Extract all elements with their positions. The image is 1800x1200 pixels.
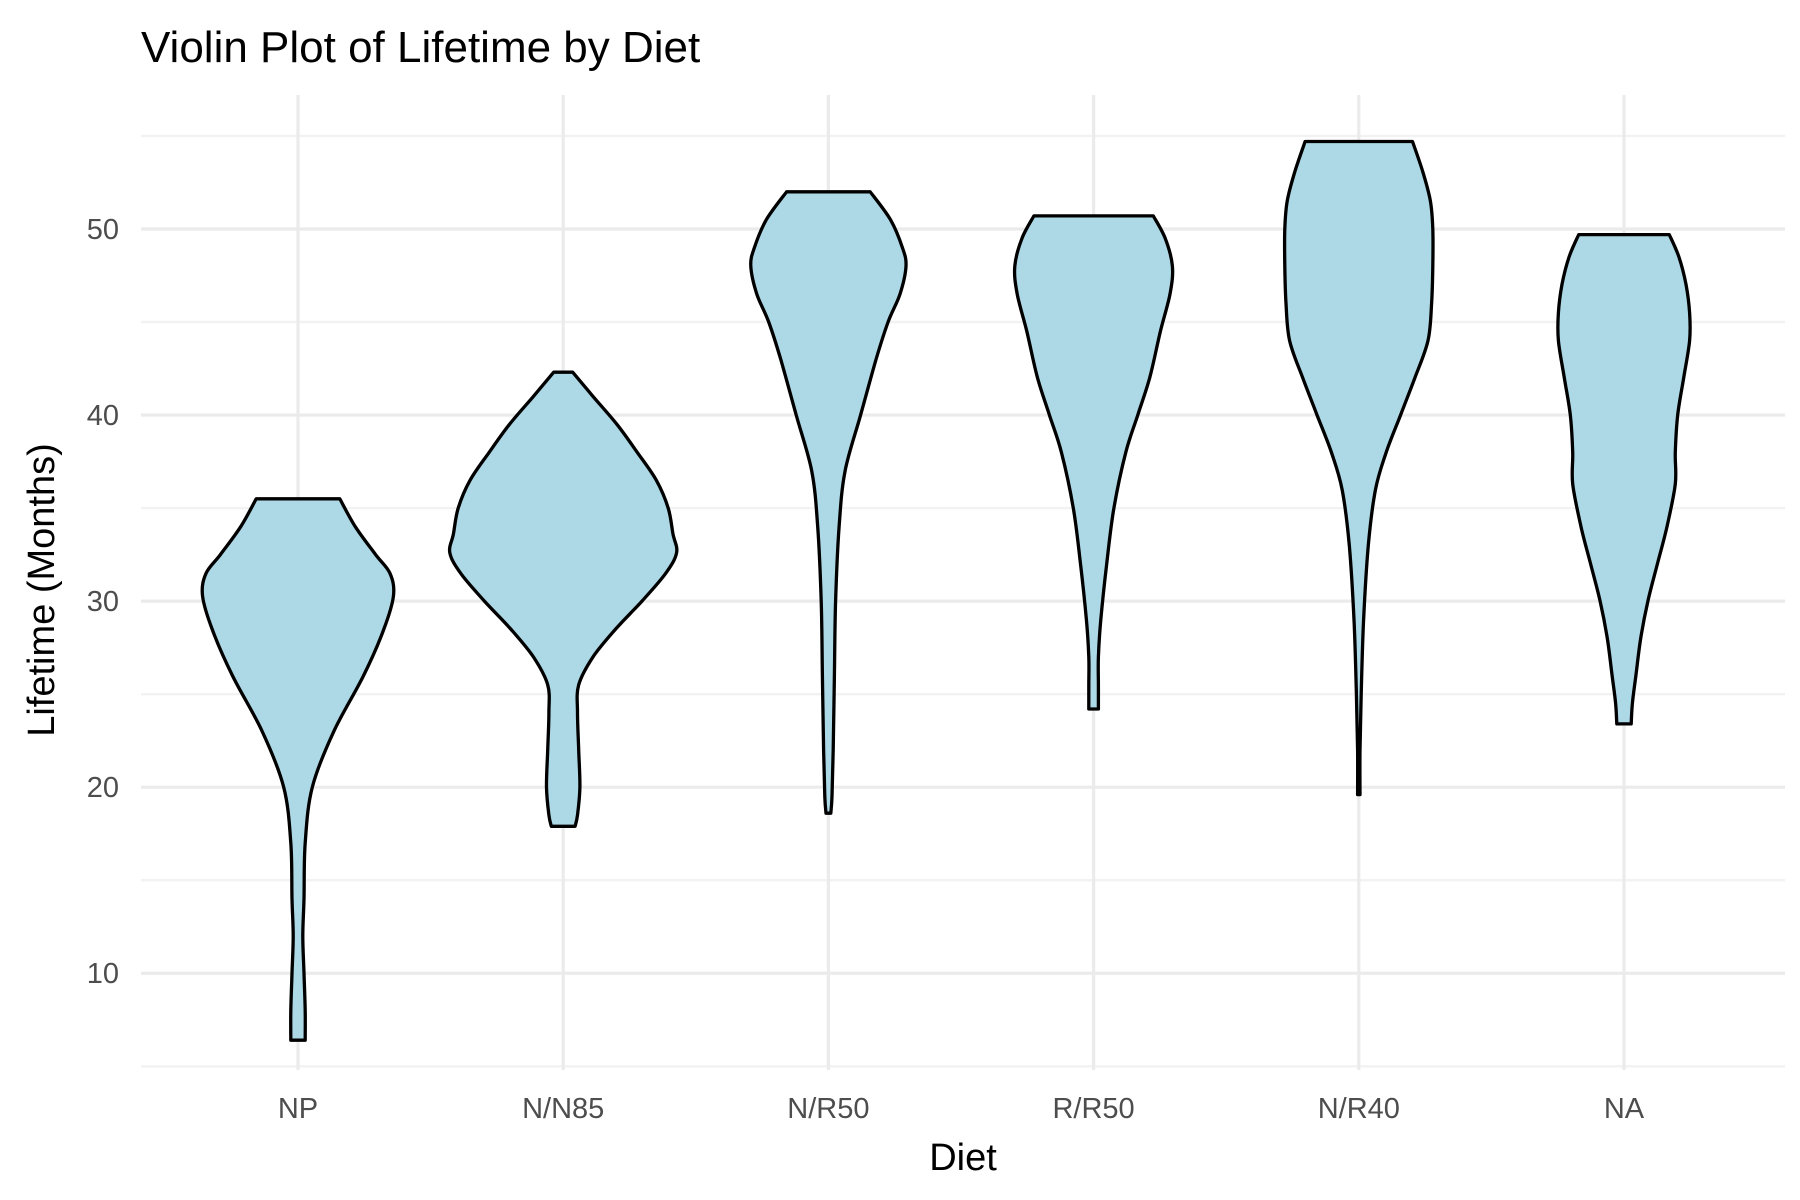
violin-n-n85 [447, 370, 679, 828]
x-tick-labels: NP N/N85 N/R50 R/R50 N/R40 NA [278, 1093, 1645, 1125]
violin-np [200, 497, 396, 1042]
y-tick-label: 30 [87, 586, 119, 618]
x-tick-label: NP [278, 1093, 318, 1125]
y-tick-label: 40 [87, 400, 119, 432]
x-tick-label: N/R50 [787, 1093, 869, 1125]
chart-title: Violin Plot of Lifetime by Diet [141, 23, 700, 72]
x-tick-label: N/N85 [522, 1093, 604, 1125]
y-axis-title: Lifetime (Months) [21, 443, 63, 737]
minor-gridlines [141, 134, 1785, 1068]
y-tick-label: 50 [87, 214, 119, 246]
y-tick-labels: 10 20 30 40 50 [87, 214, 119, 990]
x-tick-label: R/R50 [1052, 1093, 1134, 1125]
x-axis-title: Diet [929, 1137, 997, 1179]
y-tick-label: 10 [87, 958, 119, 990]
violins [200, 139, 1692, 1042]
violin-r-r50 [1012, 214, 1175, 711]
x-tick-label: N/R40 [1318, 1093, 1400, 1125]
x-tick-label: NA [1604, 1093, 1645, 1125]
violin-na [1556, 232, 1692, 726]
violin-n-r50 [749, 190, 908, 815]
y-tick-label: 20 [87, 772, 119, 804]
violin-n-r40 [1282, 139, 1435, 797]
